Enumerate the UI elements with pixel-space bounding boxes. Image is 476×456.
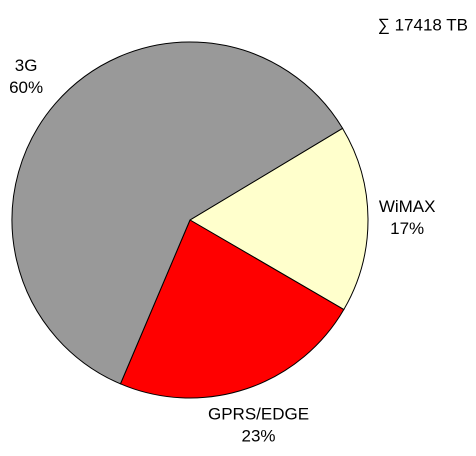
slice-value-label: 60% — [9, 78, 43, 97]
slice-value-label: 17% — [390, 219, 424, 238]
slice-label: GPRS/EDGE — [208, 405, 309, 424]
slice-label: 3G — [15, 56, 38, 75]
slice-value-label: 23% — [242, 427, 276, 446]
slice-label: WiMAX — [379, 197, 436, 216]
pie-slice — [189, 127, 369, 311]
pie-slice — [119, 219, 345, 399]
total-annotation: ∑ 17418 TB — [378, 15, 468, 34]
pie-slice — [11, 41, 344, 385]
